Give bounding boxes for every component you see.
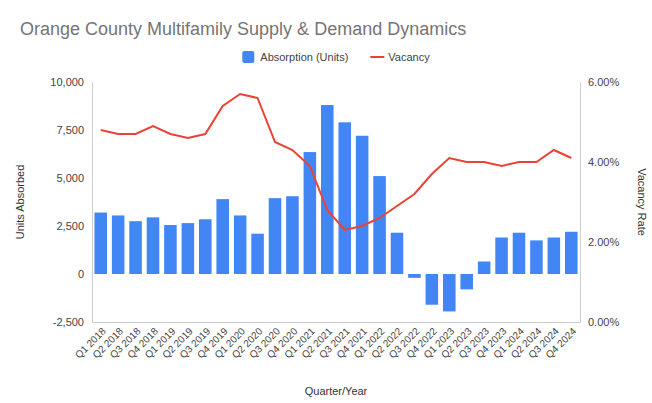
tick: 4.00% [580,156,619,168]
bar [304,152,317,274]
legend-item: Vacancy [370,51,430,63]
tick-label: 10,000 [50,76,84,88]
axis-line [580,83,581,323]
bar [286,196,299,274]
y2-axis: 0.00% 2.00% 4.00% 6.00% [580,76,619,328]
axis-line [93,322,581,323]
tick-label: 6.00% [588,76,619,88]
bar [129,221,142,274]
tick: 2.00% [580,236,619,248]
bar [408,274,421,278]
bar [182,223,195,274]
bar [321,105,334,274]
bar [338,122,351,274]
y-axis: -2,500 0 2,500 5,000 7,500 10,000 [50,76,92,328]
chart: Orange County Multifamily Supply & Deman… [0,0,652,403]
axis-title: Units Absorbed [14,165,26,240]
bar [356,136,369,274]
tick: 2,500 [56,220,92,232]
tick: Q4 2024 [543,322,578,360]
marks [94,94,577,311]
bar [548,238,561,274]
legend-swatch [242,51,254,63]
tick-label: 2.00% [588,236,619,248]
bar [478,262,491,274]
axis-title: Vacancy Rate [636,168,648,236]
bar [443,274,456,311]
bar [426,274,439,305]
bar [530,240,543,274]
bar [94,213,107,274]
bar [112,215,125,274]
bar [234,215,247,274]
tick: -2,500 [53,316,92,328]
bar [513,233,526,274]
tick-label: -2,500 [53,316,84,328]
legend-item: Absorption (Units) [242,51,348,63]
bar [269,198,282,274]
tick-label: 2,500 [56,220,84,232]
bar [216,199,229,274]
plot: -2,500 0 2,500 5,000 7,500 10,000 0.00% 2.00% 4.… [50,76,619,360]
axis-line [92,83,93,323]
bar [164,225,177,274]
tick: 7,500 [56,124,92,136]
legend: Absorption (Units) Vacancy [242,51,430,63]
legend-label: Vacancy [388,51,430,63]
tick: 6.00% [580,76,619,88]
bar [373,176,386,274]
bar [199,219,212,274]
tick: 5,000 [56,172,92,184]
bar [391,233,404,274]
bar [460,274,473,289]
legend-label: Absorption (Units) [260,51,348,63]
tick-label: 0.00% [588,316,619,328]
axis-title: Quarter/Year [305,385,368,397]
tick-label: 4.00% [588,156,619,168]
tick-label: 0 [78,268,84,280]
tick: 0.00% [580,316,619,328]
bar [251,234,264,274]
tick: 0 [78,268,92,280]
tick-label: 5,000 [56,172,84,184]
tick-label: 7,500 [56,124,84,136]
bar [147,217,160,274]
legend-swatch [370,56,384,58]
x-axis: Q1 2018Q2 2018Q3 2018Q4 2018Q1 2019Q2 20… [73,322,581,360]
title: Orange County Multifamily Supply & Deman… [20,19,466,39]
tick: 10,000 [50,76,92,88]
bar [565,232,578,274]
line [101,94,572,230]
bar [495,238,508,274]
tick-label: Q4 2024 [543,325,578,360]
